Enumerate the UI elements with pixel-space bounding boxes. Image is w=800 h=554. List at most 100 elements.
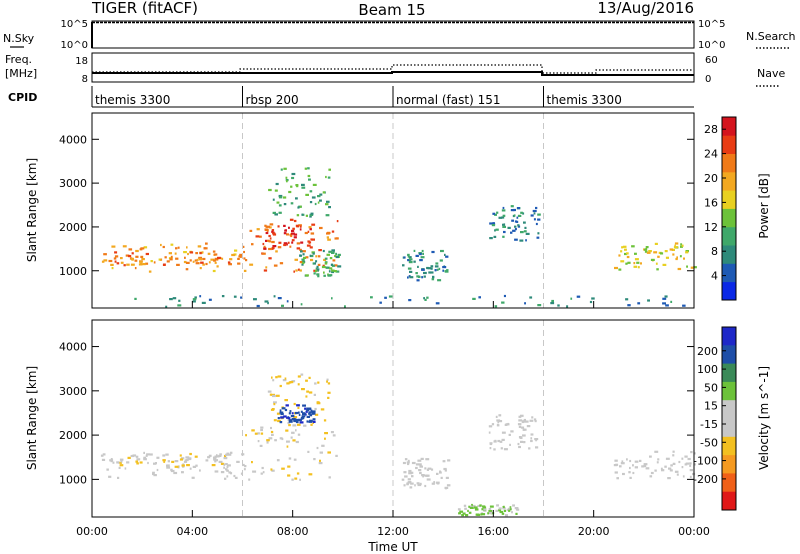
range-cell	[532, 209, 537, 213]
colorbar-frame	[721, 116, 737, 301]
range-cell	[308, 178, 311, 181]
range-cell	[693, 452, 696, 455]
range-cell	[326, 236, 329, 239]
range-cell	[278, 204, 282, 207]
range-cell	[297, 433, 301, 436]
colorbar-swatch	[722, 418, 736, 438]
range-cell	[440, 249, 444, 253]
range-cell	[328, 206, 331, 209]
range-cell	[328, 476, 331, 479]
range-cell	[265, 266, 268, 269]
range-cell	[214, 257, 219, 260]
range-cell	[489, 505, 494, 508]
range-cell	[140, 260, 143, 263]
range-cell	[661, 469, 665, 472]
range-cell	[325, 266, 329, 269]
range-cell	[120, 261, 124, 264]
range-cell	[626, 255, 630, 259]
range-cell	[223, 457, 228, 460]
range-cell	[483, 508, 487, 511]
range-cell	[482, 505, 486, 508]
range-cell	[297, 206, 300, 209]
range-cell	[152, 472, 155, 476]
range-cell	[291, 478, 294, 481]
range-cell	[299, 248, 302, 251]
range-cell	[653, 251, 658, 254]
range-cell	[445, 476, 449, 479]
range-cell	[406, 461, 410, 464]
range-cell	[262, 471, 265, 474]
range-cell	[192, 300, 196, 303]
range-cell	[225, 468, 228, 471]
range-cell	[300, 303, 303, 306]
range-cell	[322, 264, 325, 267]
range-cell	[475, 513, 478, 516]
range-cell	[508, 509, 511, 512]
range-cell	[309, 246, 313, 249]
range-cell	[268, 226, 272, 229]
range-cell	[493, 448, 496, 451]
range-cell	[489, 447, 492, 450]
range-cell	[205, 242, 208, 245]
range-cell	[293, 458, 297, 461]
range-cell	[317, 263, 321, 266]
range-cell	[317, 255, 321, 258]
range-cell	[675, 257, 678, 261]
range-cell	[505, 514, 508, 517]
range-cell	[198, 258, 202, 261]
range-cell	[170, 469, 175, 473]
range-cell	[165, 453, 169, 456]
colorbar-swatch	[722, 491, 736, 511]
range-cell	[292, 424, 297, 427]
range-cell	[421, 268, 425, 271]
range-cell	[327, 382, 331, 385]
range-cell	[170, 243, 174, 246]
range-cell	[288, 420, 293, 423]
range-cell	[444, 253, 446, 256]
range-cell	[411, 461, 416, 465]
range-cell	[522, 212, 525, 215]
range-cell	[525, 239, 527, 242]
range-cell	[296, 404, 300, 407]
colorbar-swatch	[722, 171, 736, 191]
range-cell	[271, 469, 275, 472]
range-cell	[261, 252, 266, 255]
range-cell	[285, 229, 287, 232]
freq-label-line2: [MHz]	[5, 67, 37, 80]
range-cell	[420, 457, 424, 460]
x-tick-label: 00:00	[76, 525, 108, 538]
range-cell	[236, 460, 240, 463]
range-cell	[143, 458, 147, 461]
range-cell	[326, 232, 330, 235]
range-cell	[684, 455, 688, 458]
range-cell	[263, 247, 267, 250]
range-cell	[308, 412, 311, 415]
range-cell	[301, 415, 306, 418]
range-cell	[632, 464, 634, 467]
range-cell	[295, 429, 297, 432]
range-cell	[537, 213, 541, 216]
range-cell	[524, 226, 527, 229]
range-cell	[106, 468, 109, 471]
range-cell	[261, 466, 264, 470]
range-cell	[302, 250, 306, 253]
range-cell	[127, 456, 131, 459]
range-cell	[296, 472, 300, 475]
range-cell	[169, 298, 173, 301]
range-cell	[410, 482, 414, 485]
range-cell	[314, 413, 319, 416]
range-cell	[431, 250, 435, 254]
range-cell	[426, 296, 429, 299]
range-cell	[681, 244, 684, 247]
range-cell	[444, 469, 447, 472]
range-cell	[407, 267, 412, 270]
range-cell	[649, 475, 653, 478]
range-cell	[266, 225, 270, 228]
range-cell	[474, 508, 479, 511]
range-cell	[265, 239, 267, 242]
range-cell	[437, 279, 442, 282]
range-cell	[418, 469, 422, 472]
range-cell	[487, 512, 490, 515]
range-cell	[440, 476, 443, 479]
range-cell	[535, 446, 539, 449]
